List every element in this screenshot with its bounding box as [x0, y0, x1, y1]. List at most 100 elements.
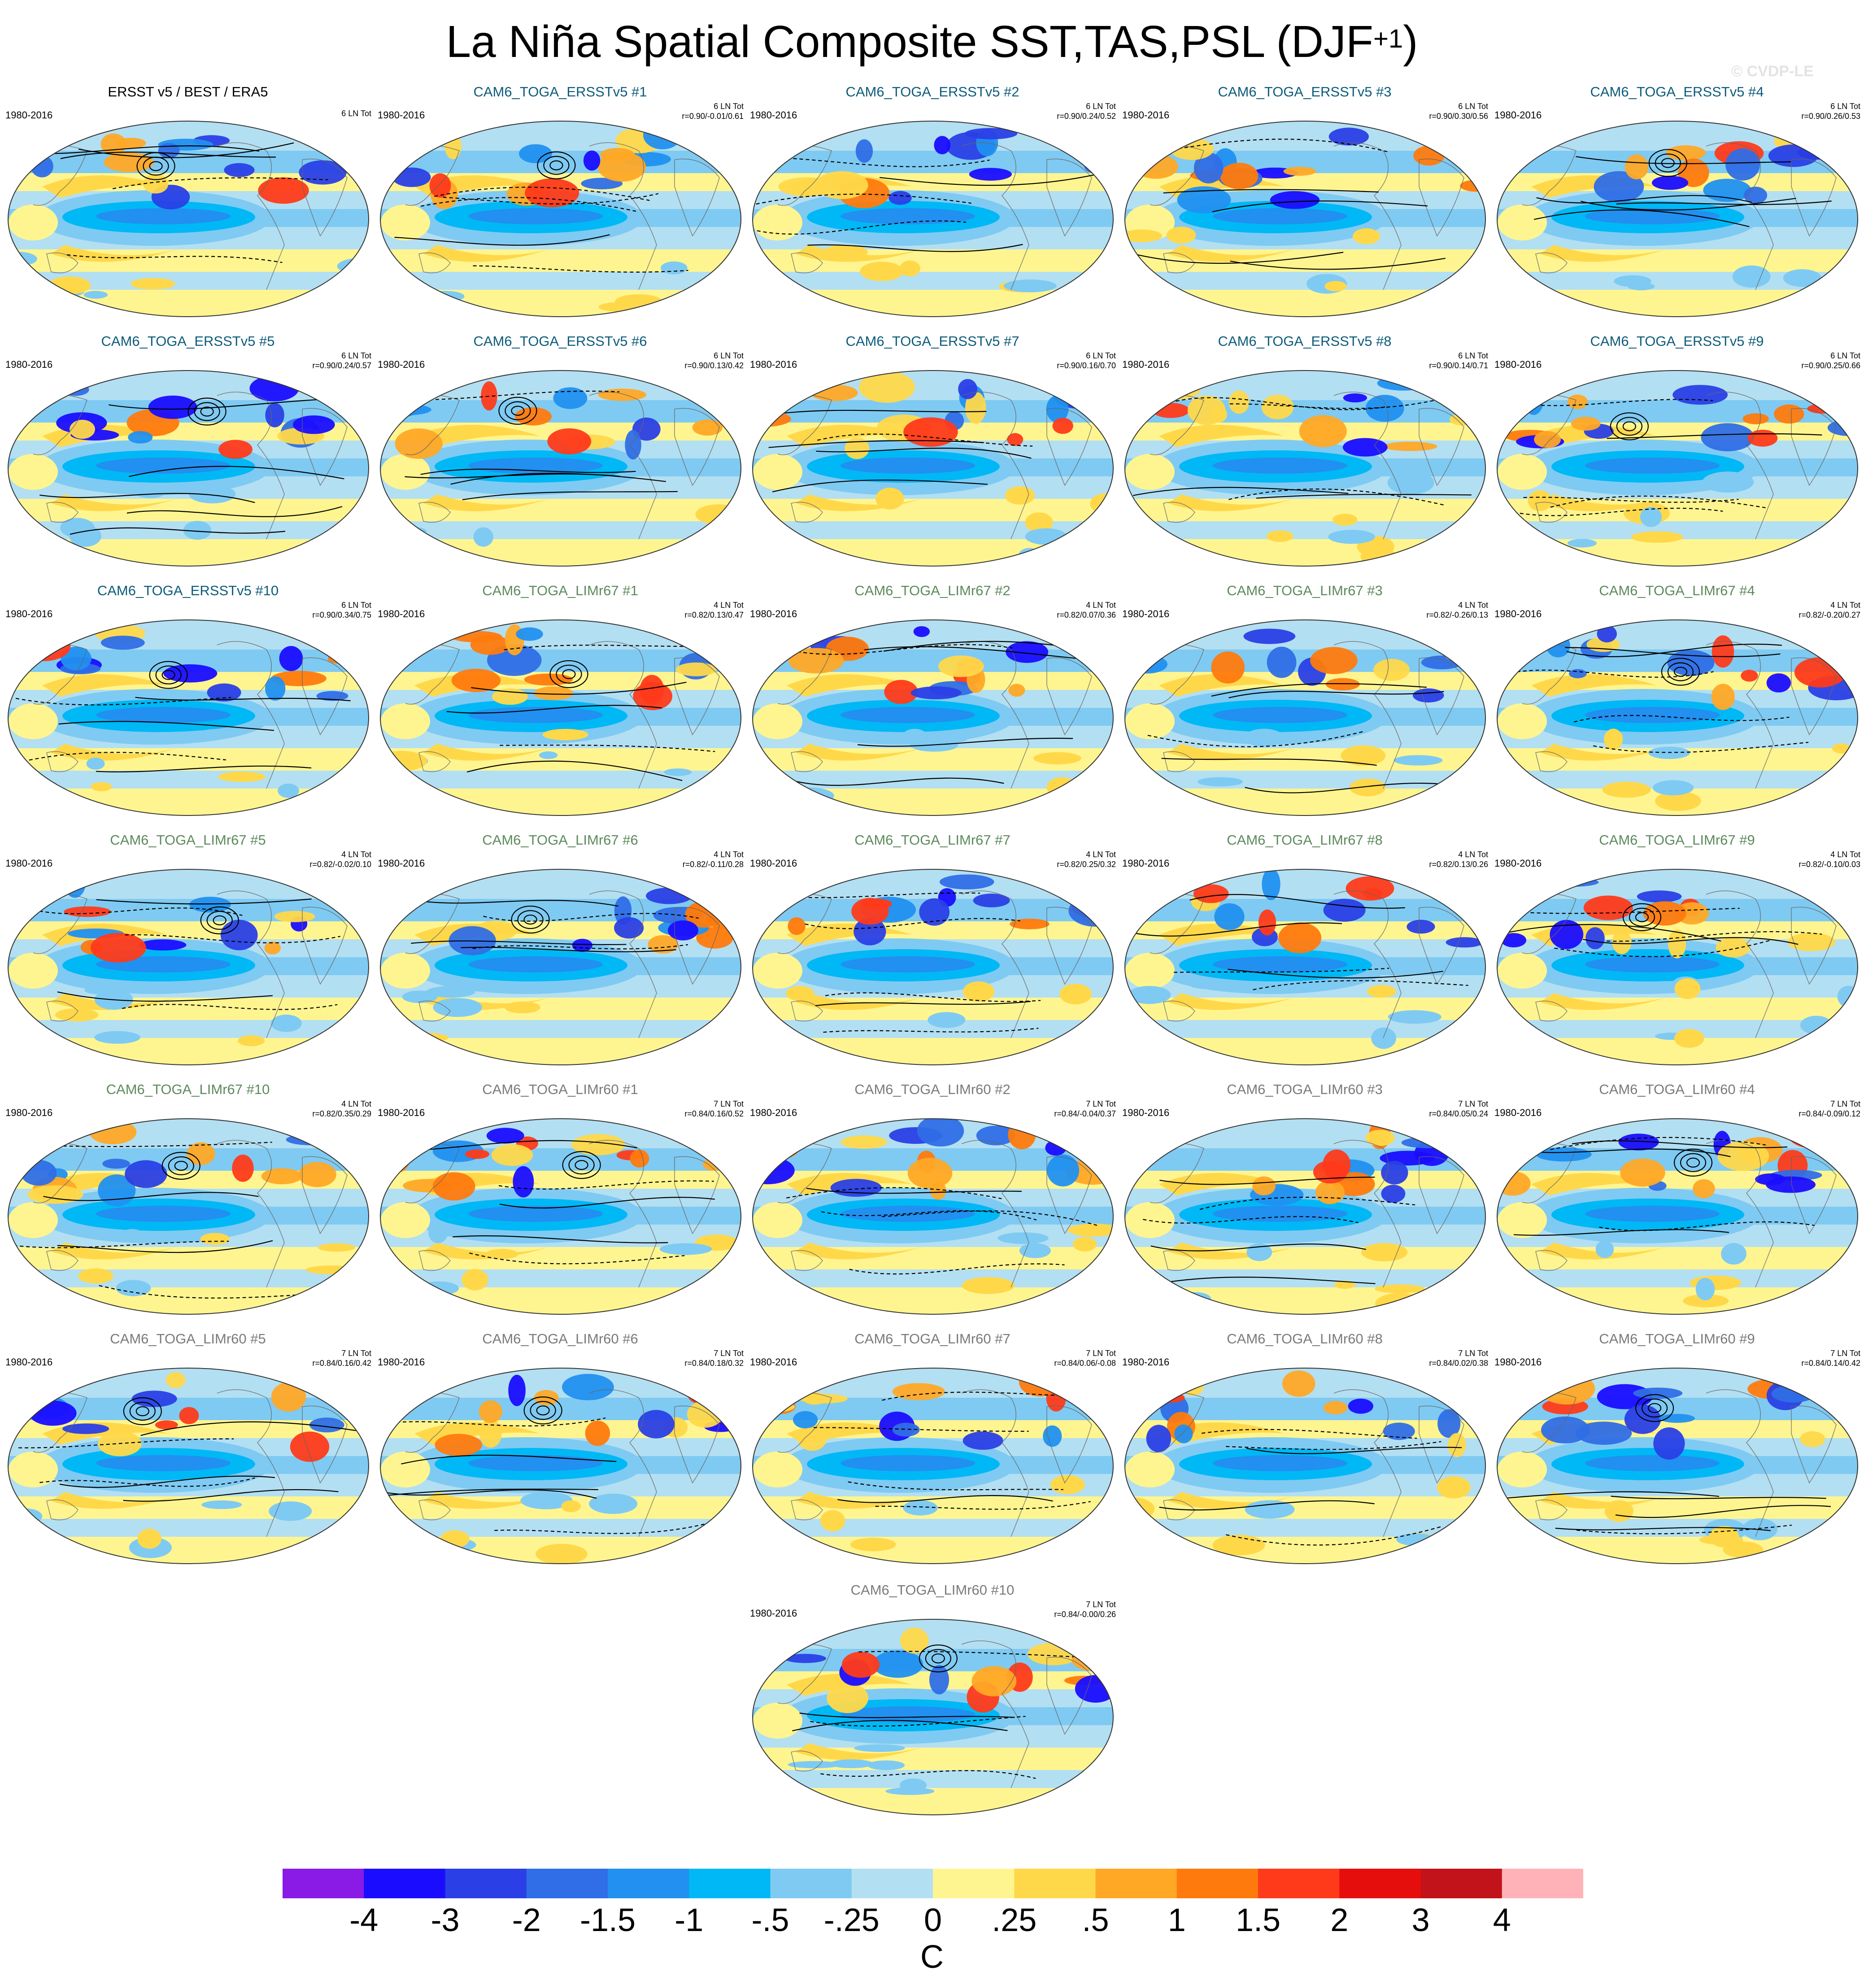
composite-map — [1124, 121, 1486, 317]
panel-title: CAM6_TOGA_ERSSTv5 #6 — [473, 333, 647, 349]
panel-cam6-toga-limr67-7: CAM6_TOGA_LIMr67 #7 1980-2016 4 LN Tot r=0.… — [746, 829, 1119, 1071]
panel-cam6-toga-ersstv5-9: CAM6_TOGA_ERSSTv5 #9 1980-2016 6 LN Tot r=0… — [1491, 330, 1863, 572]
panel-correlation-stats: r=0.82/-0.11/0.28 — [682, 860, 744, 869]
composite-map — [8, 121, 369, 317]
panel-period: 1980-2016 — [750, 608, 797, 619]
panel-cam6-toga-limr67-6: CAM6_TOGA_LIMr67 #6 1980-2016 4 LN Tot r=0.… — [374, 829, 746, 1071]
panel-event-count: 7 LN Tot r=0.84/0.16/0.42 — [312, 1348, 371, 1368]
panel-period: 1980-2016 — [378, 1356, 425, 1368]
composite-map — [1497, 370, 1858, 567]
colorbar-tick-label: 1.5 — [1235, 1902, 1281, 1938]
panel-title: CAM6_TOGA_LIMr60 #10 — [850, 1582, 1015, 1598]
panel-title: CAM6_TOGA_ERSSTv5 #2 — [845, 84, 1019, 100]
composite-map — [380, 370, 741, 567]
panel-title: CAM6_TOGA_LIMr67 #9 — [1599, 832, 1755, 848]
panel-correlation-stats: r=0.90/0.26/0.53 — [1801, 112, 1860, 121]
panel-title: CAM6_TOGA_LIMr60 #6 — [482, 1331, 638, 1347]
panel-event-count: 6 LN Tot r=0.90/-0.01/0.61 — [682, 101, 744, 121]
panel-period: 1980-2016 — [1122, 359, 1170, 370]
colorbar-tick-label: 0 — [923, 1902, 942, 1938]
panel-correlation-stats: r=0.90/0.16/0.70 — [1057, 361, 1116, 370]
panel-correlation-stats: r=0.84/0.16/0.42 — [312, 1359, 371, 1368]
composite-map — [752, 370, 1114, 567]
panel-period: 1980-2016 — [1122, 1356, 1170, 1368]
panel-cam6-toga-limr67-3: CAM6_TOGA_LIMr67 #3 1980-2016 4 LN Tot r=0.… — [1119, 580, 1491, 822]
panel-event-count: 6 LN Tot — [341, 109, 371, 118]
panel-period: 1980-2016 — [1122, 109, 1170, 121]
panel-count-label: 7 LN Tot — [341, 1349, 371, 1358]
composite-map — [380, 619, 741, 816]
panel-correlation-stats: r=0.82/-0.10/0.03 — [1799, 860, 1860, 869]
panel-event-count: 6 LN Tot r=0.90/0.24/0.57 — [312, 351, 371, 371]
composite-map — [8, 869, 369, 1065]
colorbar-box — [608, 1869, 689, 1898]
panel-title: CAM6_TOGA_LIMr67 #4 — [1599, 583, 1755, 598]
panel-event-count: 4 LN Tot r=0.82/0.13/0.26 — [1429, 850, 1488, 869]
panel-cam6-toga-limr60-8: CAM6_TOGA_LIMr60 #8 1980-2016 7 LN Tot r=0.… — [1119, 1328, 1491, 1570]
panel-event-count: 7 LN Tot r=0.84/-0.04/0.37 — [1054, 1099, 1116, 1119]
panel-correlation-stats: r=0.82/-0.26/0.13 — [1426, 610, 1488, 619]
composite-map — [1124, 1118, 1486, 1315]
composite-map — [380, 1118, 741, 1315]
panel-cam6-toga-ersstv5-2: CAM6_TOGA_ERSSTv5 #2 1980-2016 6 LN Tot r=0… — [746, 81, 1119, 323]
watermark: © CVDP-LE — [1731, 63, 1814, 80]
panel-period: 1980-2016 — [378, 359, 425, 370]
panel-period: 1980-2016 — [5, 109, 53, 121]
panel-correlation-stats: r=0.84/0.05/0.24 — [1429, 1109, 1488, 1118]
panel-event-count: 6 LN Tot r=0.90/0.14/0.71 — [1429, 351, 1488, 371]
colorbar-tick-label: 1 — [1167, 1902, 1186, 1938]
colorbar-tick-label: -4 — [349, 1902, 379, 1938]
panel-count-label: 6 LN Tot — [1458, 102, 1488, 111]
colorbar-tick-label: -1 — [675, 1902, 704, 1938]
page-title: La Niña Spatial Composite SST,TAS,PSL (D… — [0, 13, 1864, 71]
panel-period: 1980-2016 — [5, 1356, 53, 1368]
panel-event-count: 6 LN Tot r=0.90/0.34/0.75 — [312, 600, 371, 620]
panel-correlation-stats: r=0.90/0.13/0.42 — [684, 361, 744, 370]
panel-count-label: 6 LN Tot — [341, 601, 371, 610]
panel-title: CAM6_TOGA_ERSSTv5 #4 — [1590, 84, 1764, 100]
colorbar-tick-label: 2 — [1330, 1902, 1349, 1938]
panel-cam6-toga-limr67-1: CAM6_TOGA_LIMr67 #1 1980-2016 4 LN Tot r=0.… — [374, 580, 746, 822]
panel-count-label: 4 LN Tot — [341, 1099, 371, 1108]
colorbar-box — [933, 1869, 1015, 1898]
panel-cam6-toga-limr60-3: CAM6_TOGA_LIMr60 #3 1980-2016 7 LN Tot r=0.… — [1119, 1078, 1491, 1321]
panel-title: CAM6_TOGA_LIMr60 #2 — [854, 1081, 1010, 1097]
panel-count-label: 6 LN Tot — [1830, 351, 1860, 360]
composite-map — [752, 869, 1114, 1065]
panel-correlation-stats: r=0.82/0.07/0.36 — [1057, 610, 1116, 619]
panel-title: CAM6_TOGA_ERSSTv5 #8 — [1218, 333, 1392, 349]
colorbar-box — [770, 1869, 852, 1898]
composite-map — [1497, 1368, 1858, 1564]
panel-event-count: 6 LN Tot r=0.90/0.24/0.52 — [1057, 101, 1116, 121]
composite-map — [8, 1368, 369, 1564]
panel-title: CAM6_TOGA_ERSSTv5 #9 — [1590, 333, 1764, 349]
panel-title: CAM6_TOGA_ERSSTv5 #5 — [101, 333, 275, 349]
panel-count-label: 4 LN Tot — [1830, 850, 1860, 859]
panel-period: 1980-2016 — [1494, 109, 1542, 121]
panel-count-label: 7 LN Tot — [714, 1349, 744, 1358]
panel-event-count: 7 LN Tot r=0.84/0.06/-0.08 — [1054, 1348, 1116, 1368]
colorbar-tick-label: 3 — [1411, 1902, 1430, 1938]
panel-cam6-toga-ersstv5-1: CAM6_TOGA_ERSSTv5 #1 1980-2016 6 LN Tot r=0… — [374, 81, 746, 323]
panel-correlation-stats: r=0.90/0.24/0.57 — [312, 361, 371, 370]
panel-cam6-toga-limr67-4: CAM6_TOGA_LIMr67 #4 1980-2016 4 LN Tot r=0.… — [1491, 580, 1863, 822]
panel-period: 1980-2016 — [750, 109, 797, 121]
colorbar-box — [1176, 1869, 1259, 1898]
panel-count-label: 4 LN Tot — [341, 850, 371, 859]
panel-title: CAM6_TOGA_ERSSTv5 #10 — [97, 583, 279, 598]
panel-event-count: 4 LN Tot r=0.82/-0.10/0.03 — [1799, 850, 1860, 869]
panel-cam6-toga-ersstv5-8: CAM6_TOGA_ERSSTv5 #8 1980-2016 6 LN Tot r=0… — [1119, 330, 1491, 572]
composite-map — [1497, 619, 1858, 816]
composite-map — [1497, 1118, 1858, 1315]
title-main: La Niña Spatial Composite SST,TAS,PSL (D… — [446, 17, 1374, 67]
composite-map — [752, 1619, 1114, 1815]
panel-cam6-toga-ersstv5-7: CAM6_TOGA_ERSSTv5 #7 1980-2016 6 LN Tot r=0… — [746, 330, 1119, 572]
panel-count-label: 4 LN Tot — [1086, 601, 1116, 610]
panel-cam6-toga-limr67-8: CAM6_TOGA_LIMr67 #8 1980-2016 4 LN Tot r=0.… — [1119, 829, 1491, 1071]
panel-cam6-toga-limr60-9: CAM6_TOGA_LIMr60 #9 1980-2016 7 LN Tot r=0.… — [1491, 1328, 1863, 1570]
panel-count-label: 6 LN Tot — [714, 351, 744, 360]
panel-cam6-toga-limr60-7: CAM6_TOGA_LIMr60 #7 1980-2016 7 LN Tot r=0.… — [746, 1328, 1119, 1570]
panel-event-count: 6 LN Tot r=0.90/0.25/0.66 — [1801, 351, 1860, 371]
panel-event-count: 4 LN Tot r=0.82/0.25/0.32 — [1057, 850, 1116, 869]
composite-map — [8, 1118, 369, 1315]
